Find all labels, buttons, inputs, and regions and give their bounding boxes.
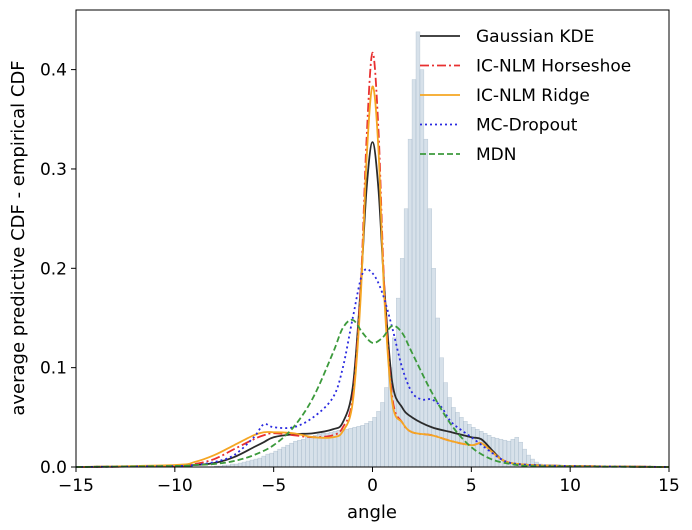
histogram-bar bbox=[245, 460, 251, 468]
series-line-mdn bbox=[75, 318, 670, 468]
histogram-bar bbox=[249, 459, 255, 468]
histogram-bar bbox=[352, 427, 357, 468]
histogram-bar bbox=[289, 442, 294, 468]
histogram-bar bbox=[435, 317, 440, 468]
histogram-bar bbox=[415, 31, 421, 468]
y-tick-label: 0.3 bbox=[40, 160, 67, 180]
legend-label-mc-dropout: MC-Dropout bbox=[476, 116, 578, 136]
x-tick-label: −10 bbox=[157, 476, 193, 496]
y-ticks: 0.0 0.1 0.2 0.3 0.4 bbox=[40, 61, 76, 478]
histogram-bar bbox=[376, 411, 381, 468]
x-tick-label: 15 bbox=[658, 476, 680, 496]
histogram-bar bbox=[494, 437, 500, 468]
series-layer bbox=[75, 51, 670, 468]
legend: Gaussian KDE IC-NLM Horseshoe IC-NLM Ridge… bbox=[420, 27, 631, 165]
series-line-ic-nlm-horseshoe bbox=[75, 51, 670, 468]
histogram-bar bbox=[360, 425, 365, 468]
histogram-bar bbox=[269, 452, 274, 468]
histogram-bar bbox=[241, 461, 247, 468]
histogram-bar bbox=[364, 423, 369, 468]
y-axis-label: average predictive CDF - empirical CDF bbox=[8, 60, 29, 415]
histogram-bar bbox=[340, 429, 346, 468]
x-tick-label: −5 bbox=[261, 476, 286, 496]
histogram-bar bbox=[459, 417, 464, 468]
histogram-bar bbox=[384, 387, 389, 468]
histogram-bar bbox=[368, 421, 373, 468]
histogram-bar bbox=[265, 453, 270, 468]
histogram-bar bbox=[514, 436, 519, 468]
histogram-bar bbox=[273, 450, 278, 468]
y-tick-label: 0.0 bbox=[40, 458, 67, 478]
histogram-bar bbox=[348, 428, 353, 468]
histogram-bar bbox=[253, 458, 259, 468]
histogram-bar bbox=[309, 436, 314, 468]
histogram-bar bbox=[297, 439, 302, 468]
x-tick-label: 5 bbox=[466, 476, 477, 496]
legend-label-gaussian-kde: Gaussian KDE bbox=[476, 27, 594, 47]
histogram-bar bbox=[305, 436, 310, 468]
histogram-bar bbox=[518, 441, 523, 468]
histogram-bar bbox=[372, 417, 377, 468]
series-line-gaussian-kde bbox=[75, 141, 670, 468]
histogram-bar bbox=[301, 438, 306, 468]
histogram-bar bbox=[482, 433, 488, 468]
x-tick-label: −15 bbox=[58, 476, 94, 496]
plot-frame bbox=[75, 9, 670, 468]
histogram-bar bbox=[281, 446, 286, 468]
histogram-bar bbox=[479, 431, 484, 468]
histogram-layer bbox=[214, 31, 547, 468]
histogram-bar bbox=[356, 426, 361, 468]
histogram-bar bbox=[475, 429, 480, 468]
histogram-bar bbox=[498, 438, 504, 468]
x-tick-label: 10 bbox=[559, 476, 581, 496]
histogram-bar bbox=[344, 429, 349, 468]
histogram-bar bbox=[257, 457, 263, 468]
histogram-bar bbox=[451, 407, 456, 468]
series-line-ic-nlm-ridge bbox=[75, 85, 670, 468]
histogram-bar bbox=[237, 462, 243, 468]
histogram-bar bbox=[293, 440, 298, 468]
histogram-bar bbox=[431, 268, 436, 468]
histogram-bar bbox=[313, 435, 318, 468]
histogram-bar bbox=[439, 357, 444, 468]
x-tick-label: 0 bbox=[367, 476, 378, 496]
histogram-bar bbox=[419, 69, 425, 468]
x-ticks: −15 −10 −5 0 5 10 15 bbox=[58, 467, 680, 496]
histogram-bar bbox=[316, 434, 322, 468]
histogram-bar bbox=[380, 402, 385, 468]
y-tick-label: 0.2 bbox=[40, 259, 67, 279]
histogram-bar bbox=[455, 412, 460, 468]
y-tick-label: 0.4 bbox=[40, 61, 67, 81]
histogram-bar bbox=[277, 448, 282, 468]
histogram-bar bbox=[427, 208, 433, 468]
histogram-bar bbox=[443, 382, 448, 468]
legend-label-ic-nlm-horseshoe: IC-NLM Horseshoe bbox=[476, 57, 631, 77]
series-line-mc-dropout bbox=[75, 268, 670, 468]
legend-label-mdn: MDN bbox=[476, 145, 516, 165]
y-tick-label: 0.1 bbox=[40, 359, 67, 379]
histogram-bar bbox=[399, 258, 405, 468]
histogram-bar bbox=[423, 138, 429, 468]
legend-label-ic-nlm-ridge: IC-NLM Ridge bbox=[476, 86, 590, 106]
histogram-bar bbox=[396, 297, 401, 468]
histogram-bar bbox=[261, 455, 266, 468]
histogram-bar bbox=[285, 444, 290, 468]
x-axis-label: angle bbox=[347, 502, 397, 523]
histogram-bar bbox=[411, 79, 417, 468]
